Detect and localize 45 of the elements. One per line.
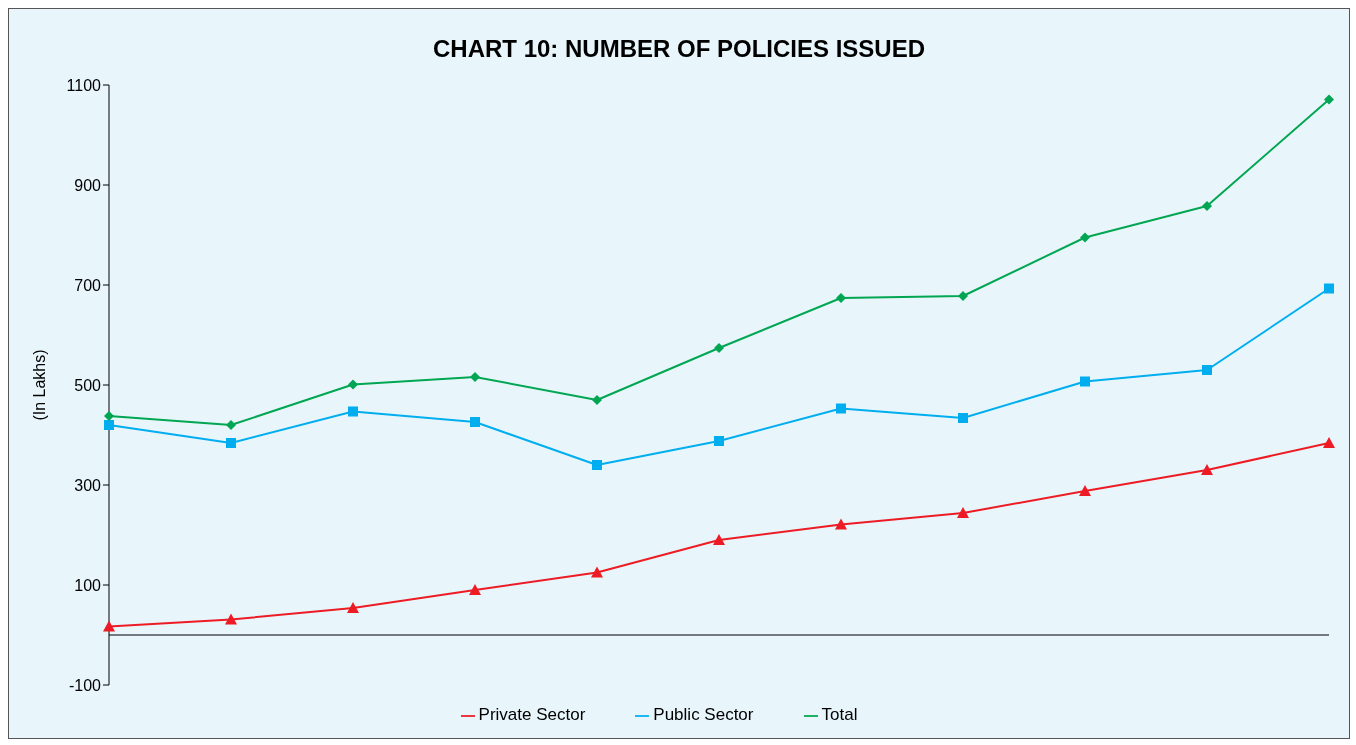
point (225, 613, 237, 625)
y-tick-label: 700 (74, 276, 102, 294)
y-tick-label: 500 (74, 376, 102, 394)
point (835, 518, 847, 530)
point (1080, 232, 1090, 243)
point (1080, 376, 1090, 387)
point (958, 413, 968, 423)
point (470, 417, 480, 427)
y-tick-label: 100 (74, 576, 102, 594)
point (713, 534, 725, 545)
y-tick-label: -100 (68, 676, 102, 694)
point (469, 584, 481, 595)
point (348, 379, 358, 390)
y-axis-title: (In Lakhs) (30, 349, 48, 421)
point (592, 395, 602, 405)
chart-title: CHART 10: NUMBER OF POLICIES ISSUED (431, 34, 926, 64)
point (103, 620, 115, 632)
point (470, 372, 480, 382)
point (347, 602, 359, 613)
legend-label: Public Sector (653, 705, 754, 724)
point (1202, 365, 1212, 375)
point (1201, 464, 1213, 475)
point (348, 406, 358, 417)
y-tick-label: 300 (74, 476, 102, 494)
point (1202, 201, 1212, 211)
point (957, 507, 969, 518)
point (714, 436, 724, 446)
point (104, 420, 114, 430)
y-tick-label: 900 (74, 176, 102, 194)
point (592, 460, 602, 470)
point (591, 566, 603, 578)
point (958, 291, 968, 301)
point (226, 420, 236, 430)
legend-label: Total (821, 705, 858, 724)
point (226, 438, 236, 448)
y-tick-label: 1100 (66, 76, 102, 94)
point (104, 411, 114, 421)
point (1079, 485, 1091, 496)
point (1323, 437, 1335, 448)
point (1324, 94, 1334, 105)
point (836, 403, 846, 414)
point (1324, 283, 1334, 294)
legend-label: Private Sector (478, 705, 586, 724)
point (836, 293, 846, 303)
point (714, 343, 724, 353)
